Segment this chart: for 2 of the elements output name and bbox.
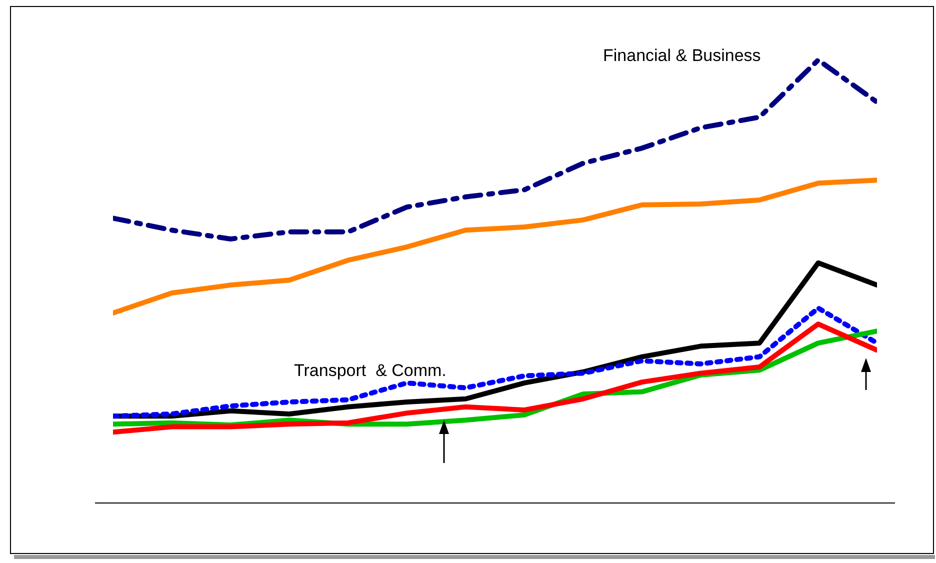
annotation: Transport & Comm. — [294, 361, 446, 381]
annotation: Financial & Business — [603, 46, 761, 66]
